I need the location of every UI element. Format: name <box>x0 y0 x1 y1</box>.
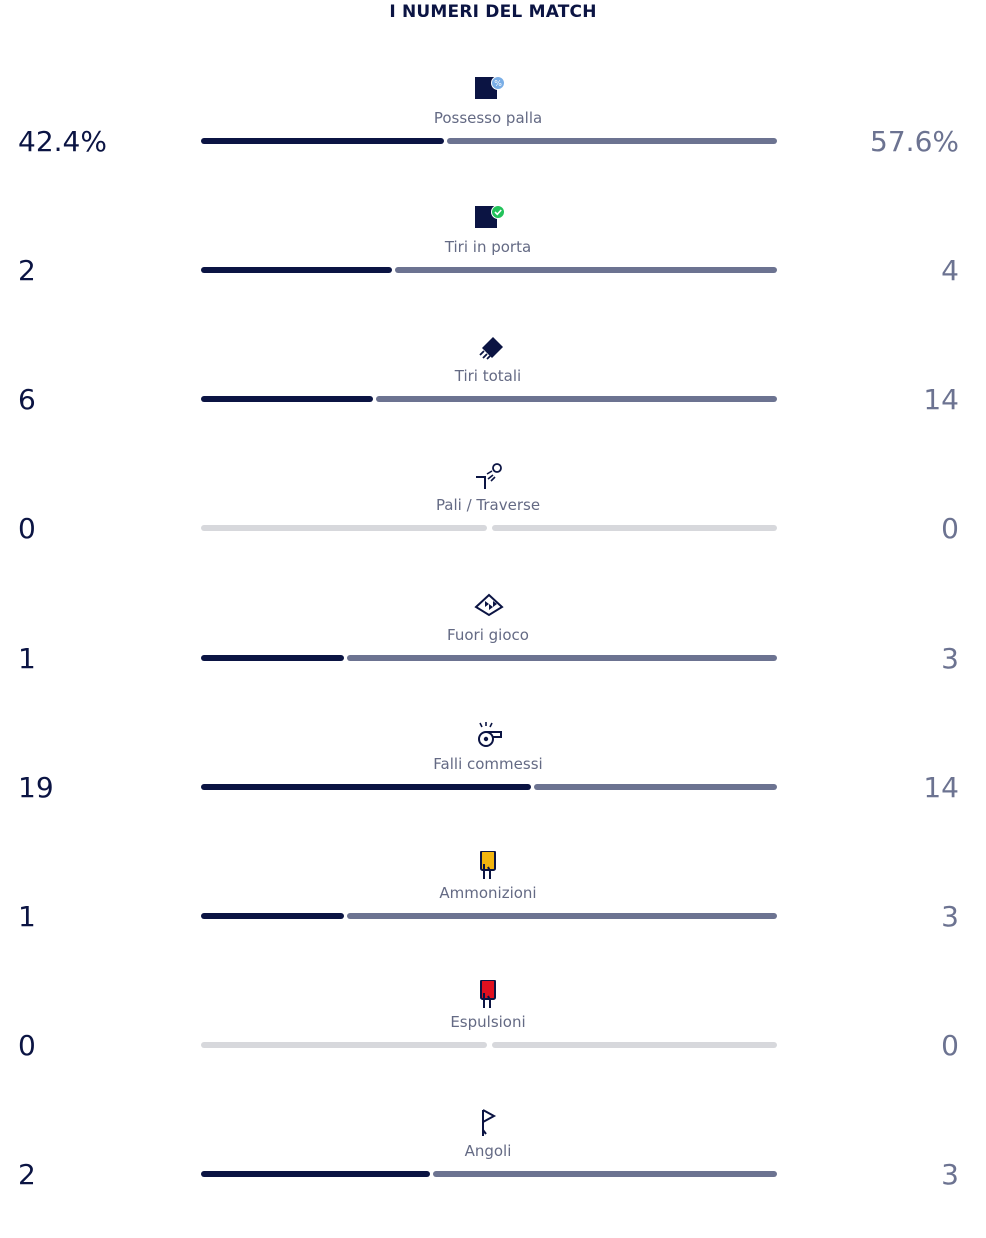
home-value: 19 <box>18 771 54 804</box>
away-bar <box>491 525 777 531</box>
stat-row-woodwork: Pali / Traverse 0 0 <box>0 463 986 592</box>
red-card-icon <box>472 979 506 1010</box>
stat-row-shots-on-target: Tiri in porta 2 4 <box>0 205 986 334</box>
home-bar <box>201 913 345 919</box>
stat-label: Fuori gioco <box>447 626 529 644</box>
comparison-bar <box>201 1042 777 1048</box>
away-value: 14 <box>923 383 959 416</box>
away-value: 14 <box>923 771 959 804</box>
stat-row-fouls: Falli commessi 19 14 <box>0 722 986 851</box>
stats-header: I NUMERI DEL MATCH <box>0 0 986 22</box>
stat-row-yellow-cards: Ammonizioni 1 3 <box>0 850 986 980</box>
away-value: 3 <box>941 900 959 933</box>
comparison-bar <box>201 138 777 144</box>
stat-label: Angoli <box>464 1142 512 1160</box>
stat-row-possession: % Possesso palla 42.4% 57.6% <box>0 76 986 205</box>
away-value: 3 <box>941 1158 959 1191</box>
corner-flag-icon <box>472 1109 506 1139</box>
away-bar <box>395 267 777 273</box>
yellow-card-icon <box>472 850 506 881</box>
away-bar <box>491 1042 777 1048</box>
away-bar <box>533 784 777 790</box>
home-bar <box>201 138 444 144</box>
away-bar <box>347 913 777 919</box>
home-bar <box>201 525 487 531</box>
away-value: 4 <box>941 254 959 287</box>
home-value: 1 <box>18 900 36 933</box>
stat-label: Ammonizioni <box>439 884 537 902</box>
stat-row-total-shots: Tiri totali 6 14 <box>0 334 986 463</box>
comparison-bar <box>201 784 777 790</box>
home-value: 42.4% <box>18 125 107 158</box>
home-value: 0 <box>18 1029 36 1062</box>
home-bar <box>201 655 345 661</box>
home-bar <box>201 396 373 402</box>
svg-text:%: % <box>494 79 502 88</box>
comparison-bar <box>201 396 777 402</box>
possession-icon: % <box>472 76 506 106</box>
stat-label: Possesso palla <box>433 109 543 127</box>
home-bar <box>201 1042 487 1048</box>
away-bar <box>446 138 777 144</box>
stat-label: Tiri totali <box>454 367 522 385</box>
home-bar <box>201 1171 431 1177</box>
home-value: 2 <box>18 254 36 287</box>
stat-row-red-cards: Espulsioni 0 0 <box>0 979 986 1109</box>
page-title: I NUMERI DEL MATCH <box>389 2 597 22</box>
comparison-bar <box>201 525 777 531</box>
away-value: 0 <box>941 512 959 545</box>
comparison-bar <box>201 267 777 273</box>
stat-label: Tiri in porta <box>444 238 532 256</box>
stat-label: Falli commessi <box>433 755 543 773</box>
away-bar <box>375 396 777 402</box>
whistle-icon <box>472 722 506 752</box>
home-value: 6 <box>18 383 36 416</box>
comparison-bar <box>201 655 777 661</box>
comparison-bar <box>201 1171 777 1177</box>
away-value: 3 <box>941 642 959 675</box>
stat-label: Espulsioni <box>450 1013 526 1031</box>
stat-row-corners: Angoli 2 3 <box>0 1109 986 1238</box>
offside-flag-icon <box>472 593 506 623</box>
home-bar <box>201 267 392 273</box>
shots-icon <box>472 334 506 364</box>
shots-on-target-icon <box>472 205 506 235</box>
away-bar <box>347 655 777 661</box>
home-value: 0 <box>18 512 36 545</box>
away-value: 0 <box>941 1029 959 1062</box>
away-value: 57.6% <box>870 125 959 158</box>
home-value: 2 <box>18 1158 36 1191</box>
home-bar <box>201 784 531 790</box>
stat-row-offside: Fuori gioco 1 3 <box>0 593 986 722</box>
away-bar <box>433 1171 777 1177</box>
stat-label: Pali / Traverse <box>435 496 541 514</box>
home-value: 1 <box>18 642 36 675</box>
comparison-bar <box>201 913 777 919</box>
woodwork-icon <box>472 463 506 493</box>
